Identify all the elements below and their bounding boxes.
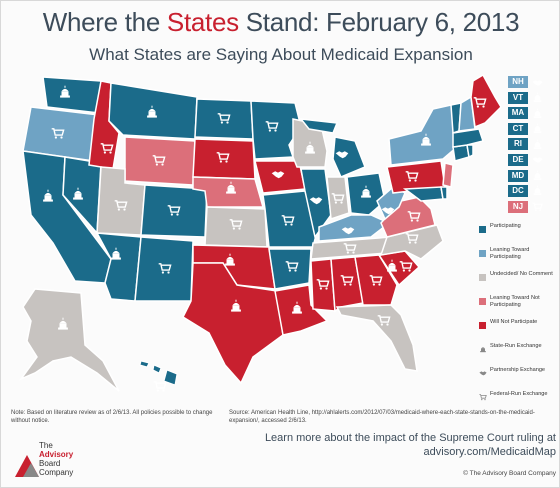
state-box-dc: DC (508, 185, 528, 198)
state-box-de: DE (508, 153, 528, 166)
legend-item-state-run: State-Run Exchange (479, 343, 559, 365)
shopping-cart-icon (153, 381, 167, 393)
learn-more: Learn more about the impact of the Supre… (221, 431, 556, 459)
legend-item-leaning-not: Leaning Toward Not Participating (479, 295, 559, 317)
state-la (274, 284, 329, 336)
capitol-icon (480, 347, 486, 353)
state-ky (318, 214, 391, 242)
state-box-vt: VT (508, 91, 528, 104)
state-tx (182, 262, 284, 385)
state-box-nj: NJ (508, 200, 528, 213)
title-highlight: States (166, 7, 239, 37)
logo-line: Advisory (39, 450, 74, 459)
state-ny (388, 104, 458, 166)
legend-label: Federal-Run Exchange (490, 391, 548, 397)
state-in (326, 176, 350, 221)
capitol-icon (533, 139, 542, 149)
state-al (330, 256, 364, 313)
footnote: Note: Based on literature review as of 2… (11, 410, 213, 424)
state-wa (42, 76, 102, 114)
legend-swatch (479, 226, 486, 233)
legend-label: Leaning Toward Participating (490, 247, 530, 260)
handshake-icon (479, 371, 487, 376)
small-states-icons (532, 80, 543, 212)
legend: Participating Leaning Toward Participati… (479, 223, 559, 415)
learn-more-text: Learn more about the impact of the Supre… (264, 432, 556, 444)
capitol-icon (533, 170, 542, 180)
source-citation: Source: American Health Line, http://ahl… (229, 410, 535, 424)
state-box-ma: MA (508, 107, 528, 120)
legend-label: Participating (490, 223, 521, 229)
legend-label: Undecided/ No Comment (490, 271, 553, 277)
state-box-ct: CT (508, 122, 528, 135)
advisory-board-logo (15, 455, 39, 477)
state-co (140, 184, 208, 238)
state-box-md: MD (508, 169, 528, 182)
capitol-icon (533, 108, 542, 118)
state-mi (299, 118, 366, 178)
state-ak (18, 288, 120, 392)
legend-item-federal-run: Federal-Run Exchange (479, 391, 559, 413)
legend-item-leaning-toward: Leaning Toward Participating (479, 247, 559, 269)
page-title: Where the States Stand: February 6, 2013 (1, 7, 559, 38)
state-ks (204, 206, 268, 248)
state-ri (466, 144, 474, 159)
legend-label: Leaning Toward Not Participating (490, 295, 540, 308)
legend-item-not-participating: Will Not Participate (479, 319, 559, 341)
legend-swatch (479, 322, 486, 329)
title-part-2: Stand: February 6, 2013 (238, 7, 520, 37)
small-states-column: NH VT MA CT RI DE MD DC NJ (508, 76, 530, 216)
logo-line: Company (39, 468, 74, 477)
handshake-icon (532, 80, 543, 86)
title-part-1: Where the (42, 7, 167, 37)
capitol-icon (533, 123, 542, 133)
page-subtitle: What States are Saying About Medicaid Ex… (89, 45, 473, 64)
legend-swatch (479, 274, 486, 281)
state-wy (124, 136, 196, 186)
legend-swatch (479, 298, 486, 305)
legend-label: Partnership Exchange (490, 367, 546, 373)
learn-more-link[interactable]: advisory.com/MedicaidMap (423, 446, 556, 458)
state-nh (458, 95, 476, 132)
state-nj (442, 162, 454, 188)
state-de (440, 186, 448, 200)
capitol-icon (533, 92, 542, 102)
legend-label: State-Run Exchange (490, 343, 542, 349)
legend-item-partnership: Partnership Exchange (479, 367, 559, 389)
legend-item-participating: Participating (479, 223, 559, 245)
shopping-cart-icon (532, 202, 543, 212)
state-me (470, 73, 502, 129)
state-nd (194, 98, 254, 140)
legend-swatch (479, 250, 486, 257)
state-fl (335, 304, 418, 372)
legend-item-undecided: Undecided/ No Comment (479, 271, 559, 293)
state-box-nh: NH (508, 76, 528, 88)
state-box-ri: RI (508, 138, 528, 151)
state-nc (379, 224, 444, 260)
logo-line: Board (39, 459, 61, 468)
handshake-icon (532, 157, 543, 163)
shopping-cart-icon (479, 394, 487, 401)
state-hi (139, 360, 178, 386)
legend-label: Will Not Participate (490, 319, 538, 325)
state-ar (268, 248, 312, 290)
logo-line: The (39, 441, 53, 450)
logo-text: The Advisory Board Company (39, 441, 73, 477)
state-nm (134, 236, 194, 302)
copyright: © The Advisory Board Company (463, 470, 556, 477)
capitol-icon (533, 185, 542, 195)
